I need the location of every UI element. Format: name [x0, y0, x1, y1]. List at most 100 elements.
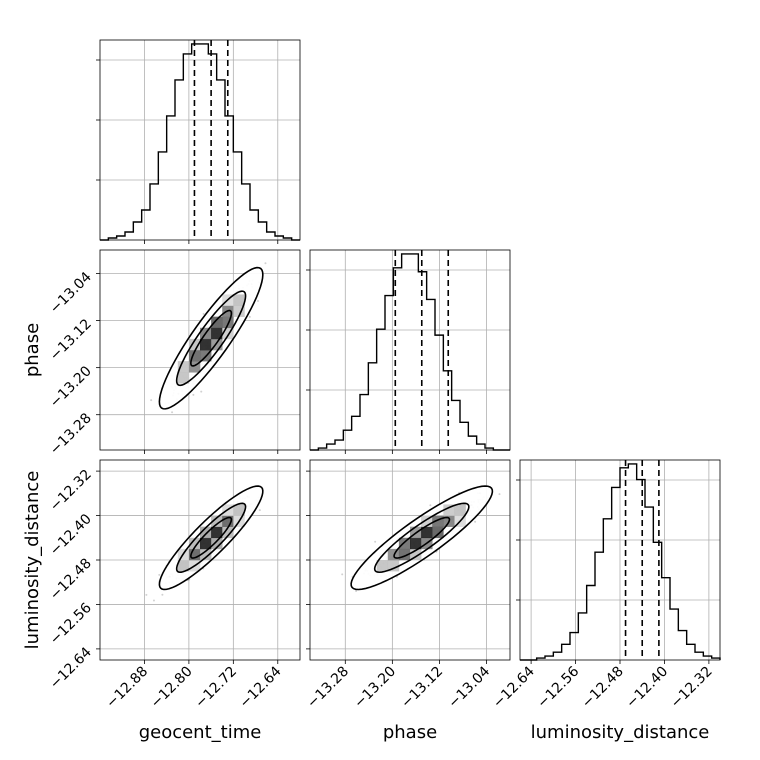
density-cell: [211, 515, 223, 527]
x-tick-label: −12.48: [579, 664, 627, 712]
density-cell: [398, 537, 411, 550]
density-cell: [211, 526, 223, 539]
sample-point: [474, 520, 477, 523]
histogram-panel-phase: [306, 249, 511, 454]
sample-point: [152, 599, 155, 602]
x-tick-label: −13.12: [398, 664, 446, 712]
histogram-panel-luminosity_distance: −12.64−12.56−12.48−12.40−12.32: [490, 459, 721, 712]
sample-point: [248, 315, 251, 318]
density-cell: [387, 560, 400, 572]
scatter-panel-geocent_time-vs-luminosity_distance: −12.88−12.80−12.72−12.64−12.64−12.56−12.…: [47, 459, 301, 712]
x-tick-label: −12.40: [623, 664, 671, 712]
density-cell: [188, 361, 201, 373]
density-cell: [421, 515, 433, 527]
sample-point: [257, 299, 260, 302]
density-cell: [233, 504, 245, 516]
x-tick-label: −12.64: [490, 663, 538, 711]
density-cell: [398, 548, 411, 561]
y-tick-label: −13.12: [47, 316, 95, 364]
axes-frame: [309, 249, 511, 451]
scatter-panel-geocent_time-vs-phase: −13.28−13.20−13.12−13.04: [47, 249, 301, 458]
sample-point: [264, 262, 267, 265]
x-tick-label: −12.80: [148, 664, 196, 712]
panel-contents: [341, 485, 501, 593]
contour-line: [190, 309, 233, 367]
density-cell: [454, 504, 466, 516]
sample-point: [341, 573, 344, 576]
density-cell: [211, 338, 223, 351]
panel-contents: [150, 262, 267, 414]
density-cell: [211, 316, 223, 329]
x-tick-label: −13.20: [351, 664, 399, 712]
density-cell: [188, 548, 201, 561]
sample-point: [200, 390, 203, 393]
contour-line: [393, 516, 451, 559]
x-tick-label: −12.56: [534, 663, 582, 711]
contour-line: [175, 290, 247, 387]
sample-point: [161, 593, 164, 596]
density-cell: [200, 537, 212, 550]
density-cell: [200, 526, 212, 539]
sample-point: [202, 312, 205, 315]
density-cell: [188, 338, 201, 351]
histogram-panel-geocent_time: [96, 39, 301, 244]
density-cell: [222, 526, 234, 539]
axes-frame: [99, 39, 301, 241]
y-tick-label: −12.48: [47, 556, 95, 604]
x-axis-label-geocent_time: geocent_time: [139, 722, 262, 743]
x-tick-label: −12.88: [103, 664, 151, 712]
x-tick-label: −13.28: [304, 664, 352, 712]
histogram-step-luminosity_distance: [520, 463, 721, 661]
axes-frame: [99, 249, 301, 451]
sample-point: [355, 590, 358, 593]
density-cell: [376, 560, 389, 572]
y-tick-label: −12.32: [47, 467, 95, 515]
sample-point: [192, 393, 195, 396]
density-cell: [387, 548, 400, 561]
density-cell: [222, 327, 234, 340]
sample-point: [429, 504, 432, 507]
sample-point: [150, 399, 153, 402]
x-axis-label-phase: phase: [383, 722, 437, 743]
panel-contents: [145, 485, 264, 602]
density-cell: [233, 305, 245, 317]
density-cell: [233, 294, 245, 306]
density-cell: [222, 515, 234, 527]
density-cell: [177, 560, 190, 572]
x-tick-label: −12.32: [668, 664, 716, 712]
density-cell: [410, 548, 422, 561]
x-tick-label: −12.64: [237, 663, 285, 711]
y-axis-label-phase: phase: [22, 323, 43, 377]
contour-line: [158, 266, 264, 410]
density-cell: [432, 515, 444, 527]
y-axis-label-luminosity_distance: luminosity_distance: [22, 471, 43, 650]
contour-line: [190, 516, 233, 559]
histogram-step-phase: [310, 253, 510, 451]
density-cell: [177, 372, 190, 384]
density-cell: [421, 526, 433, 539]
y-tick-label: −12.64: [47, 644, 95, 692]
y-tick-label: −13.28: [47, 410, 95, 458]
density-cell: [188, 537, 201, 550]
scatter-panel-phase-vs-luminosity_distance: −13.28 −13.20 −13.12 −13.04: [304, 459, 511, 712]
sample-point: [258, 509, 261, 512]
density-cell: [188, 350, 201, 362]
y-tick-label: −13.20: [47, 363, 95, 411]
contour-line: [350, 485, 494, 591]
contour-line: [158, 485, 264, 591]
density-cell: [432, 526, 444, 539]
y-tick-label: −12.56: [47, 600, 95, 648]
x-axis-label-luminosity_distance: luminosity_distance: [531, 722, 710, 743]
density-cell: [410, 537, 422, 550]
density-cell: [200, 338, 212, 351]
sample-point: [374, 540, 377, 543]
x-tick-label: −12.72: [192, 664, 240, 712]
y-tick-label: −13.04: [47, 269, 95, 317]
density-cell: [211, 327, 223, 340]
histogram-step-geocent_time: [100, 43, 300, 241]
density-cell: [443, 504, 455, 516]
density-cell: [211, 537, 223, 550]
density-cell: [177, 361, 190, 373]
contour-line: [175, 502, 247, 574]
